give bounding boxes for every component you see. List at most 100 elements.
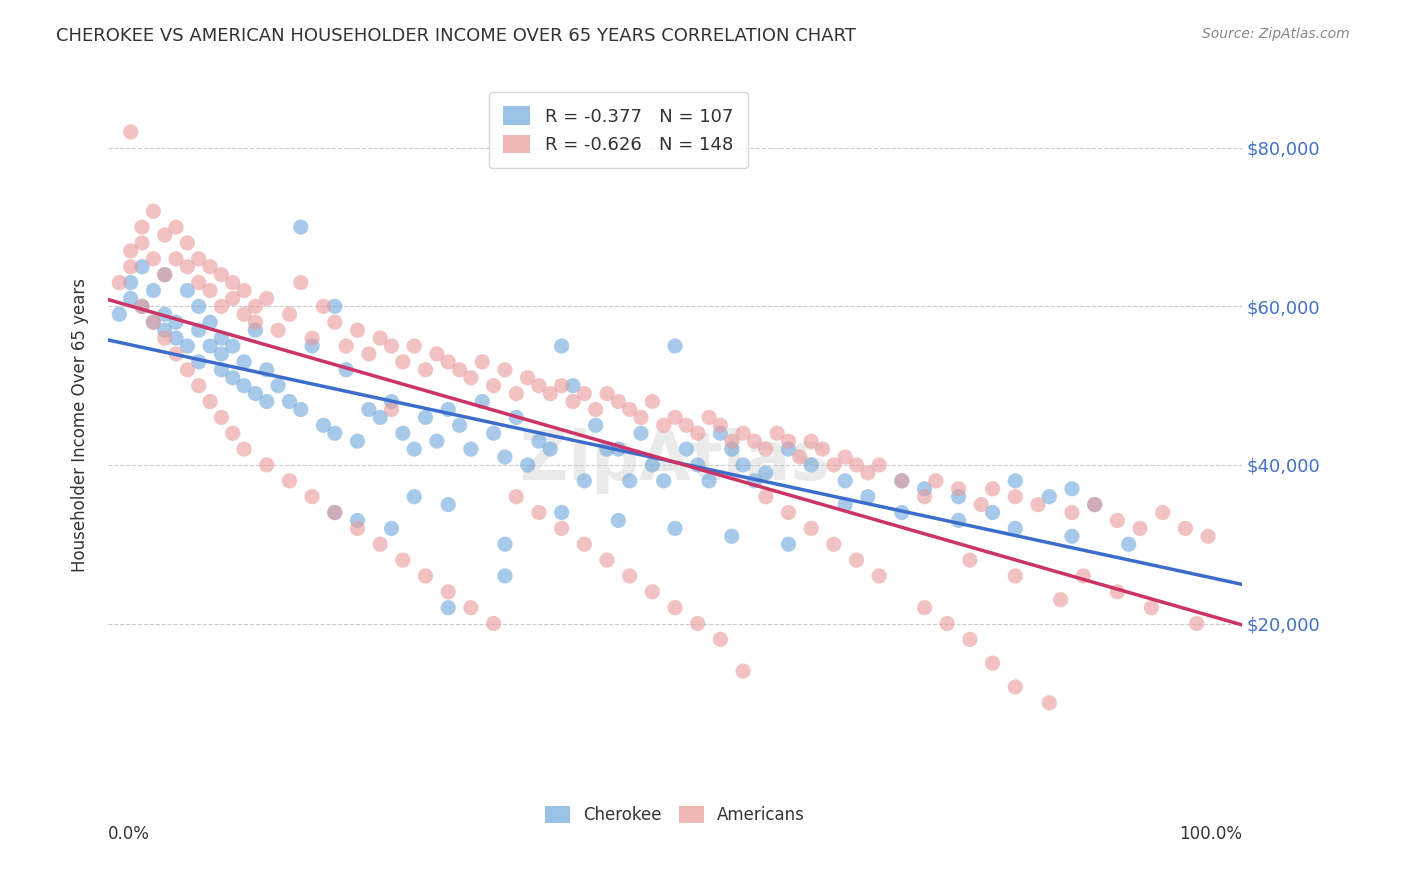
Point xyxy=(505,490,527,504)
Point xyxy=(357,347,380,361)
Point xyxy=(153,323,176,337)
Point xyxy=(153,268,176,282)
Legend: Cherokee, Americans: Cherokee, Americans xyxy=(538,799,811,830)
Point xyxy=(198,260,221,274)
Point xyxy=(664,600,686,615)
Point xyxy=(165,220,187,235)
Point xyxy=(1060,506,1083,520)
Point xyxy=(209,299,232,313)
Point xyxy=(868,458,890,472)
Point xyxy=(108,276,131,290)
Point xyxy=(449,363,471,377)
Point xyxy=(619,474,641,488)
Point xyxy=(323,426,346,441)
Point xyxy=(131,260,153,274)
Point xyxy=(176,284,198,298)
Point xyxy=(664,410,686,425)
Point xyxy=(380,521,402,535)
Point xyxy=(562,378,585,392)
Point xyxy=(914,490,936,504)
Point xyxy=(1107,513,1129,527)
Point xyxy=(970,498,993,512)
Point xyxy=(176,235,198,250)
Point xyxy=(346,434,368,449)
Point xyxy=(778,442,800,456)
Point xyxy=(335,339,357,353)
Point xyxy=(733,664,755,678)
Point xyxy=(1004,521,1026,535)
Point xyxy=(437,584,460,599)
Point xyxy=(936,616,959,631)
Point xyxy=(437,402,460,417)
Point xyxy=(948,490,970,504)
Point xyxy=(494,537,516,551)
Point xyxy=(574,386,596,401)
Point xyxy=(198,315,221,329)
Point xyxy=(823,537,845,551)
Point xyxy=(209,410,232,425)
Point xyxy=(392,355,415,369)
Point xyxy=(744,474,766,488)
Point xyxy=(527,506,550,520)
Point xyxy=(596,553,619,567)
Point xyxy=(981,506,1004,520)
Point xyxy=(1129,521,1152,535)
Point xyxy=(596,386,619,401)
Point xyxy=(312,418,335,433)
Point xyxy=(165,252,187,266)
Point xyxy=(131,220,153,235)
Point xyxy=(709,418,731,433)
Point xyxy=(1107,584,1129,599)
Y-axis label: Householder Income Over 65 years: Householder Income Over 65 years xyxy=(72,278,89,573)
Point xyxy=(471,394,494,409)
Point xyxy=(641,584,664,599)
Point xyxy=(505,386,527,401)
Point xyxy=(1060,482,1083,496)
Point xyxy=(142,252,165,266)
Point xyxy=(914,482,936,496)
Point xyxy=(312,299,335,313)
Point xyxy=(914,600,936,615)
Point xyxy=(778,434,800,449)
Point xyxy=(675,418,697,433)
Point xyxy=(165,331,187,345)
Point xyxy=(1197,529,1219,543)
Point xyxy=(323,315,346,329)
Point xyxy=(641,458,664,472)
Point xyxy=(222,276,245,290)
Point xyxy=(834,474,856,488)
Point xyxy=(494,450,516,464)
Point xyxy=(176,260,198,274)
Point xyxy=(198,284,221,298)
Point xyxy=(426,434,449,449)
Point xyxy=(176,363,198,377)
Point xyxy=(800,434,823,449)
Point xyxy=(392,553,415,567)
Point xyxy=(380,394,402,409)
Point xyxy=(222,370,245,384)
Point xyxy=(108,307,131,321)
Point xyxy=(256,458,278,472)
Point xyxy=(245,315,267,329)
Point xyxy=(368,537,391,551)
Point xyxy=(120,292,142,306)
Point xyxy=(516,458,538,472)
Point xyxy=(245,386,267,401)
Point xyxy=(482,616,505,631)
Point xyxy=(550,378,572,392)
Point xyxy=(1071,569,1094,583)
Point xyxy=(245,299,267,313)
Point xyxy=(755,442,778,456)
Point xyxy=(233,355,256,369)
Point xyxy=(153,227,176,242)
Point xyxy=(153,268,176,282)
Point xyxy=(856,490,879,504)
Point xyxy=(1060,529,1083,543)
Point xyxy=(278,394,301,409)
Point xyxy=(120,260,142,274)
Point xyxy=(415,363,437,377)
Point xyxy=(744,434,766,449)
Point xyxy=(664,339,686,353)
Point xyxy=(368,410,391,425)
Point xyxy=(1084,498,1107,512)
